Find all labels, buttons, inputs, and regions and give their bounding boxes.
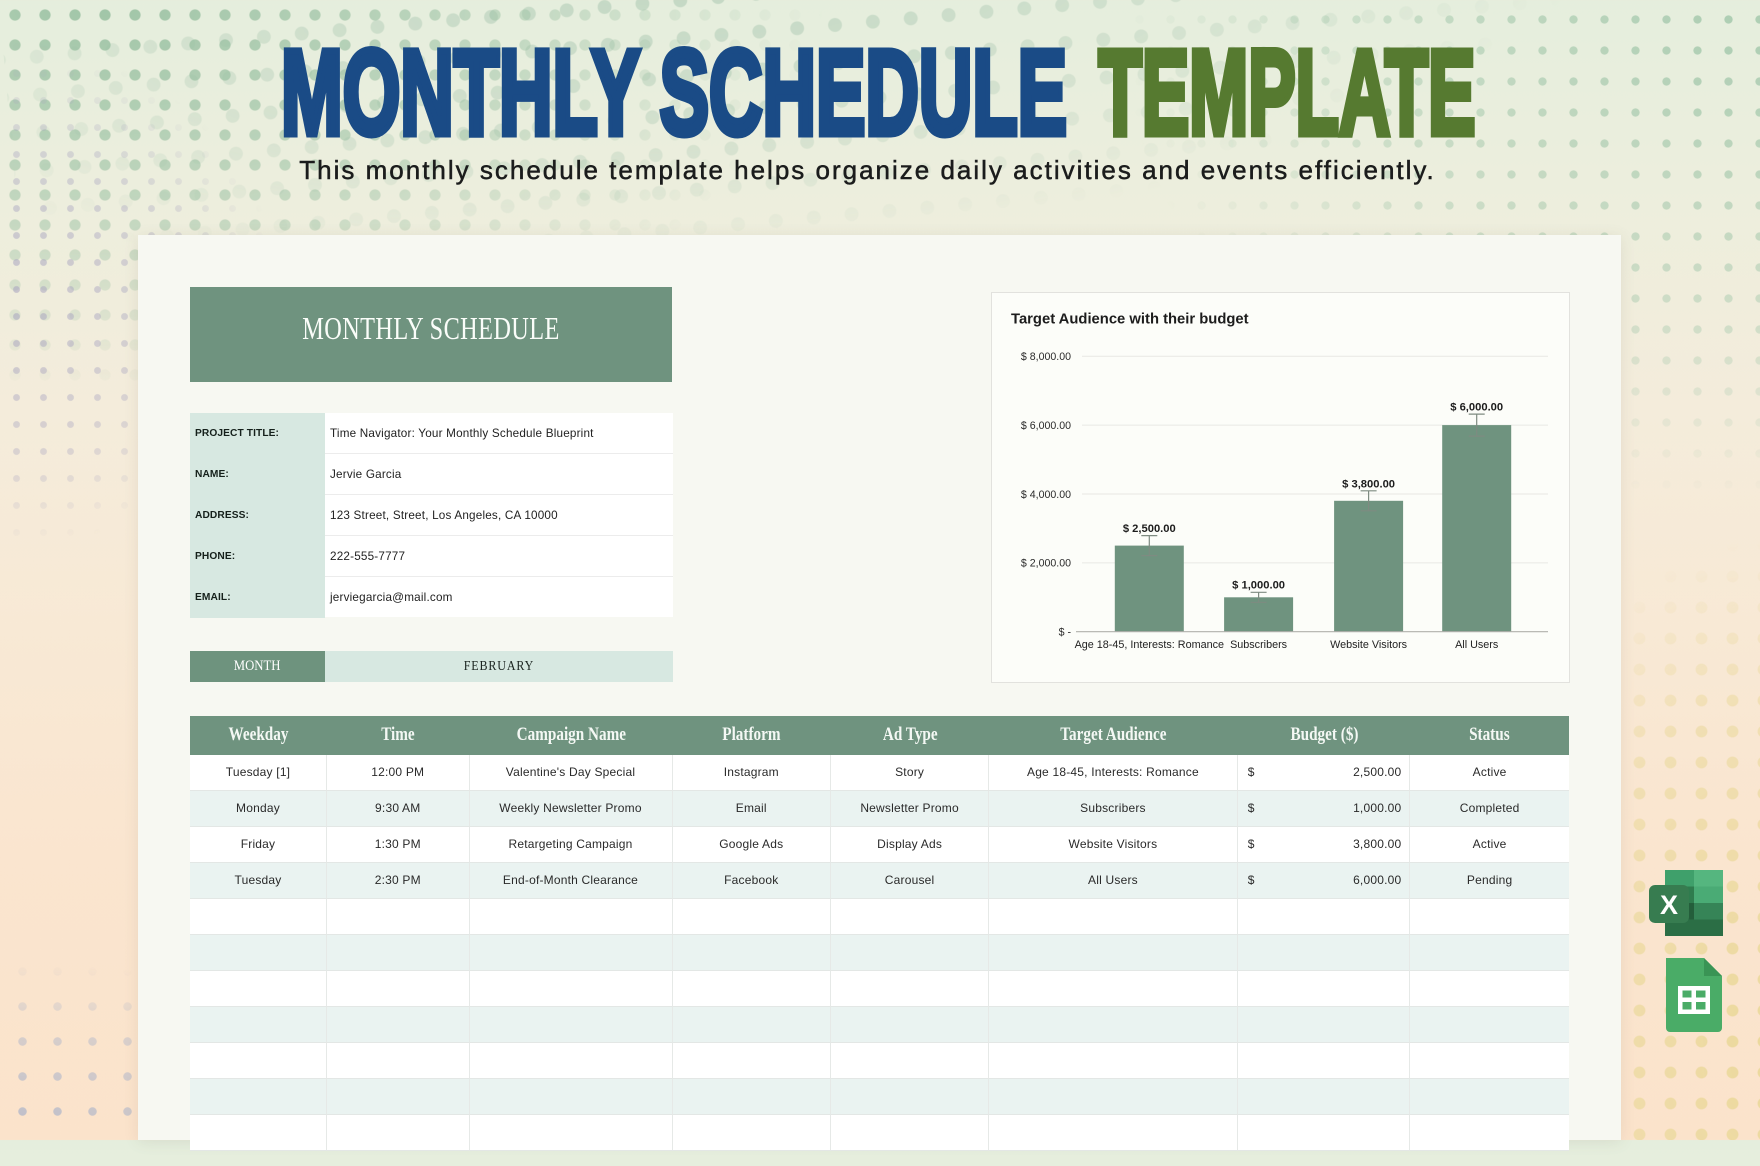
svg-text:$ 6,000.00: $ 6,000.00 xyxy=(1021,420,1071,432)
svg-text:$ 3,800.00: $ 3,800.00 xyxy=(1342,479,1395,491)
svg-text:Target Audience with their bud: Target Audience with their budget xyxy=(1011,312,1249,328)
svg-text:$ -: $ - xyxy=(1059,627,1072,639)
svg-text:Age 18-45, Interests: Romance: Age 18-45, Interests: Romance xyxy=(1075,639,1224,651)
svg-text:$ 4,000.00: $ 4,000.00 xyxy=(1021,489,1071,501)
svg-text:$ 2,000.00: $ 2,000.00 xyxy=(1021,558,1071,570)
svg-text:$ 2,500.00: $ 2,500.00 xyxy=(1123,523,1176,535)
svg-text:Website Visitors: Website Visitors xyxy=(1330,639,1408,651)
svg-text:$ 1,000.00: $ 1,000.00 xyxy=(1232,580,1285,592)
svg-text:X: X xyxy=(1660,890,1678,920)
svg-text:$ 8,000.00: $ 8,000.00 xyxy=(1021,351,1071,363)
svg-text:TEMPLATE: TEMPLATE xyxy=(1099,24,1476,160)
svg-text:MONTHLY SCHEDULE: MONTHLY SCHEDULE xyxy=(281,24,1067,160)
svg-text:Subscribers: Subscribers xyxy=(1230,639,1288,651)
svg-text:All Users: All Users xyxy=(1455,639,1499,651)
svg-text:$ 6,000.00: $ 6,000.00 xyxy=(1450,402,1503,414)
